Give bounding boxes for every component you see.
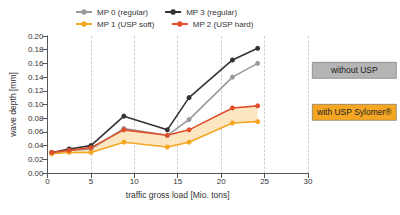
svg-text:0.12: 0.12 <box>28 86 44 95</box>
svg-text:0.14: 0.14 <box>28 73 44 82</box>
svg-text:0.16: 0.16 <box>28 59 44 68</box>
svg-text:15: 15 <box>173 177 182 186</box>
svg-text:25: 25 <box>260 177 269 186</box>
svg-text:0.18: 0.18 <box>28 45 44 54</box>
svg-text:0.02: 0.02 <box>28 155 44 164</box>
svg-text:MP 1 (USP soft): MP 1 (USP soft) <box>97 20 155 29</box>
svg-text:0.20: 0.20 <box>28 32 44 41</box>
svg-text:0.06: 0.06 <box>28 127 44 136</box>
svg-text:0.04: 0.04 <box>28 141 44 150</box>
svg-text:MP 0 (regular): MP 0 (regular) <box>97 8 148 17</box>
svg-text:5: 5 <box>89 177 94 186</box>
svg-text:10: 10 <box>130 177 139 186</box>
svg-text:MP 3 (regular): MP 3 (regular) <box>186 8 237 17</box>
svg-text:MP 2 (USP hard): MP 2 (USP hard) <box>193 20 254 29</box>
svg-text:0.08: 0.08 <box>28 114 44 123</box>
svg-text:traffic gross load [Mio. tons]: traffic gross load [Mio. tons] <box>126 190 230 200</box>
svg-text:0: 0 <box>45 177 50 186</box>
svg-text:20: 20 <box>217 177 226 186</box>
svg-text:0.10: 0.10 <box>28 100 44 109</box>
svg-text:without USP: without USP <box>330 65 378 75</box>
svg-text:0.00: 0.00 <box>28 169 44 178</box>
svg-text:30: 30 <box>304 177 313 186</box>
svg-text:with USP Sylomer®: with USP Sylomer® <box>316 107 392 117</box>
svg-text:wave depth [mm]: wave depth [mm] <box>8 72 18 138</box>
